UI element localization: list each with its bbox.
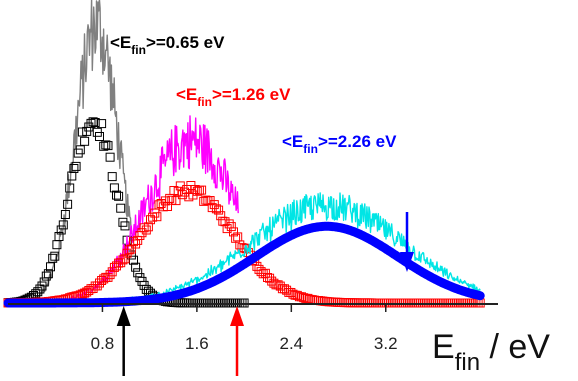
series-2-marker xyxy=(50,251,60,261)
series-4-marker xyxy=(214,205,224,215)
x-axis-label-sub: fin xyxy=(455,349,480,376)
series-2-marker xyxy=(43,269,53,279)
series-2-marker xyxy=(120,221,130,231)
arrow-3 xyxy=(400,212,415,272)
series-2-marker xyxy=(107,172,117,182)
annotation-rest: >=0.65 eV xyxy=(146,33,225,52)
annotation-layer: <Efin>=0.65 eV<Efin>=1.26 eV<Efin>=2.26 … xyxy=(110,33,397,156)
x-axis-label: Efin / eV xyxy=(432,328,550,376)
series-2-marker xyxy=(116,203,126,213)
series-2-marker xyxy=(75,145,85,155)
annotation-2: <Efin>=1.26 eV xyxy=(176,85,291,109)
annotation-main: <E xyxy=(110,33,131,52)
series-2-marker xyxy=(103,141,113,151)
arrow-1 xyxy=(116,306,131,376)
x-tick-label: 3.2 xyxy=(374,334,398,353)
x-axis-label-main: E xyxy=(432,328,455,366)
x-tick-label: 0.8 xyxy=(91,334,115,353)
series-4-marker xyxy=(141,225,151,235)
series-2-marker xyxy=(54,232,64,241)
series-2-marker xyxy=(71,161,81,171)
annotation-3: <Efin>=2.26 eV xyxy=(282,132,397,156)
series-2-marker xyxy=(56,225,66,235)
series-4-marker xyxy=(197,185,207,195)
x-axis-label-rest: / eV xyxy=(480,328,550,366)
series-2-marker xyxy=(80,136,90,146)
series-2-marker xyxy=(65,183,75,193)
arrow-layer xyxy=(116,212,415,376)
series-2-marker xyxy=(63,199,73,209)
arrow-head xyxy=(116,306,131,326)
series-2-marker xyxy=(41,271,51,281)
series-2-marker xyxy=(112,190,121,200)
series-2-marker xyxy=(131,262,141,272)
series-2-marker xyxy=(133,268,143,278)
series-4-marker xyxy=(143,222,153,232)
x-tick-label: 1.6 xyxy=(185,334,209,353)
annotation-sub: fin xyxy=(131,43,146,57)
annotation-1: <Efin>=0.65 eV xyxy=(110,33,225,57)
series-2-marker xyxy=(60,210,70,219)
annotation-rest: >=2.26 eV xyxy=(318,132,397,151)
series-6 xyxy=(3,221,485,308)
series-2-marker xyxy=(48,253,58,263)
series-2-marker xyxy=(95,132,104,141)
arrow-head xyxy=(230,306,245,326)
series-4-marker xyxy=(120,254,130,264)
series-layer xyxy=(3,0,485,308)
series-2-marker xyxy=(73,148,83,158)
x-tick-label: 2.4 xyxy=(279,334,303,353)
series-2-marker xyxy=(90,118,100,127)
series-2-marker xyxy=(58,220,68,230)
series-2-marker xyxy=(101,140,111,150)
series-2-marker xyxy=(105,152,115,162)
x-axis: 0.8 1.6 2.4 3.2 Efin / eV xyxy=(8,303,550,376)
series-2 xyxy=(3,117,249,308)
series-4-marker xyxy=(171,196,181,206)
series-2-marker xyxy=(114,191,124,201)
annotation-main: <E xyxy=(176,85,197,104)
series-2-marker xyxy=(97,119,107,129)
series-4 xyxy=(3,181,485,308)
annotation-sub: fin xyxy=(303,142,318,156)
series-2-marker xyxy=(69,164,79,173)
arrow-head xyxy=(400,252,415,272)
arrow-2 xyxy=(230,306,245,376)
annotation-main: <E xyxy=(282,132,303,151)
series-4-marker xyxy=(226,222,236,232)
series-6-band xyxy=(3,221,485,308)
series-4-marker xyxy=(152,212,162,222)
annotation-sub: fin xyxy=(197,95,212,109)
annotation-rest: >=1.26 eV xyxy=(212,85,291,104)
